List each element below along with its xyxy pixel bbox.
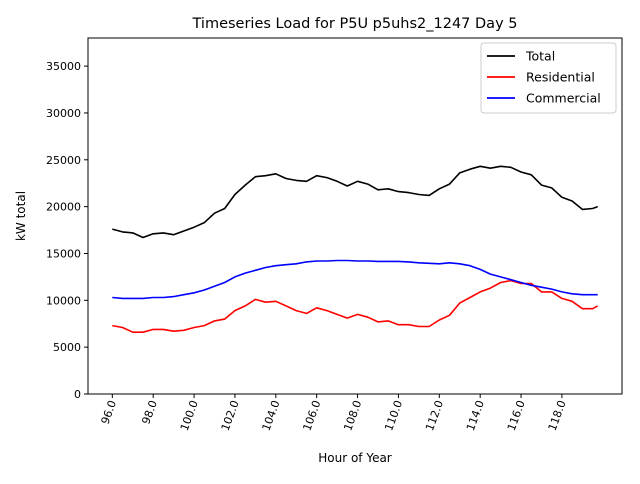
y-tick-label: 0 [74, 388, 81, 401]
legend-label-commercial: Commercial [526, 91, 601, 106]
y-tick-label: 35000 [46, 60, 81, 73]
legend-box [480, 42, 617, 114]
chart-title: Timeseries Load for P5U p5uhs2_1247 Day … [192, 16, 518, 32]
series-line-total [112, 165, 598, 239]
y-tick-label: 25000 [46, 154, 81, 167]
plot-frame [87, 37, 623, 395]
y-tick-label: 30000 [46, 107, 81, 120]
y-axis-label: kW total [14, 191, 28, 241]
legend-label-total: Total [525, 49, 555, 64]
y-tick-label: 20000 [46, 201, 81, 214]
legend: Total Residential Commercial [480, 42, 617, 114]
y-tick-label: 15000 [46, 247, 81, 260]
series-line-commercial [112, 259, 598, 300]
legend-label-residential: Residential [526, 70, 595, 85]
y-tick-label: 5000 [53, 341, 81, 354]
y-tick-label: 10000 [46, 294, 81, 307]
x-axis-label: Hour of Year [318, 451, 392, 465]
series-line-residential [112, 279, 599, 334]
